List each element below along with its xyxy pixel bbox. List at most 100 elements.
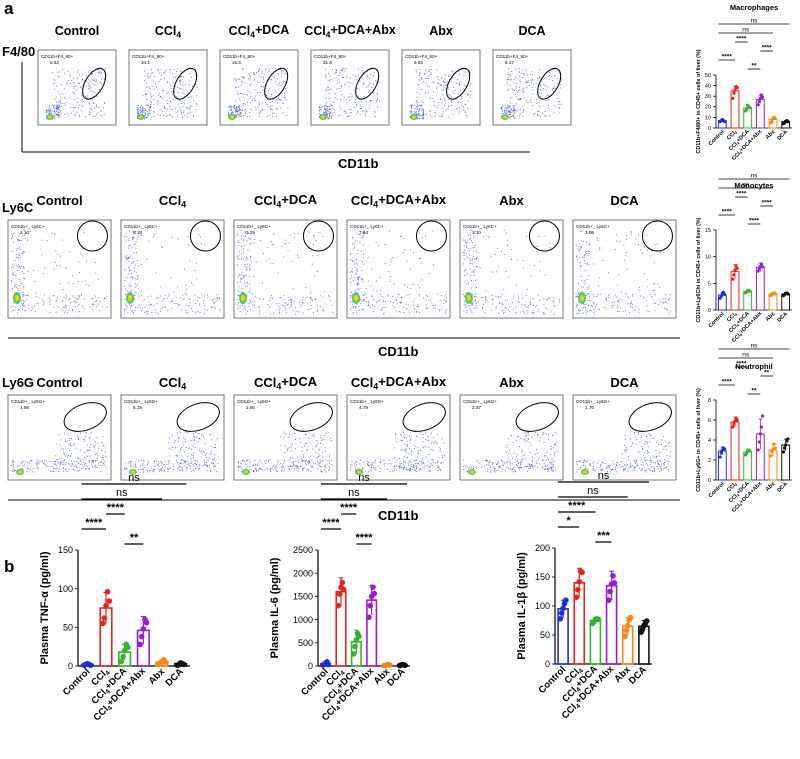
data-point [367,602,374,609]
significance-label: ** [751,63,757,70]
significance-label: ns [751,18,759,25]
gate-name: CD11b+_ Ly6G+ [576,399,610,404]
gate-name: CD11b+_ Ly6G+ [350,399,384,404]
data-point [563,597,569,603]
group-header: CCl4​+DCA+Abx [351,192,447,210]
gate-value: 6.18 [133,230,142,235]
data-point [732,91,736,95]
bar-control [557,597,569,665]
data-point [573,594,580,601]
y-tick-label: 5 [708,281,711,287]
data-point [748,289,752,293]
data-point [138,633,145,640]
panel-label-a: a [4,0,14,18]
data-point [162,659,169,665]
group-header: DCA [610,193,639,208]
bar-ccl4-dca-abx [366,584,378,667]
flow-plot: CD11b+F4_80+34.1 [128,49,208,126]
y-tick-label: 10 [705,115,711,121]
data-point [366,614,372,621]
y-axis-label: Plasma TNF-α (pg/ml) [39,551,51,664]
significance-label: ns [358,472,370,484]
chart-title: Macrophages [730,3,778,12]
significance-label: ns [751,173,759,180]
category-label: DCA [163,666,185,688]
significance-label: **** [736,36,747,43]
bar-abx [768,115,778,129]
y-tick-label: 6 [708,418,711,424]
bar-dca [781,437,791,481]
data-point [784,443,788,447]
y-tick-label: 0 [545,659,550,669]
group-header: CCl4​+DCA [254,374,318,392]
data-point [756,448,760,452]
group-header: CCl4​ [159,193,186,209]
significance-bracket: ns [718,173,790,180]
y-axis-label: Plasma IL-1β (pg/ml) [516,552,528,660]
gate-name: CD11b+_ Ly6G+ [463,399,497,404]
bar-control [717,446,727,481]
data-point [773,446,777,450]
y-tick-label: 50 [540,630,550,640]
significance-bracket: ns [718,27,773,34]
data-point [719,451,723,455]
gate-name: CD11b+_ Ly6C+ [576,224,610,229]
significance-label: ns [587,485,599,497]
data-point [770,450,774,454]
chart-title: Monocytes [734,181,773,190]
bar-dca [781,291,791,311]
data-point [781,450,786,454]
bar-ccl4-dca-abx [755,262,765,311]
data-point [627,614,634,621]
bar-ccl4 [335,577,347,667]
y-tick-label: 50 [705,73,711,79]
data-point [325,661,332,668]
significance-bracket: **** [320,517,341,530]
flow-plot: CD11b+_ Ly6G+6.19 [120,394,225,481]
y-tick-label: 10 [705,255,711,261]
category-label: Abx [147,666,168,687]
group-header: CCl4​+DCA+Abx [304,23,396,40]
bar-ccl4 [99,588,113,667]
significance-bracket: ** [124,532,144,545]
significance-bracket: ns [81,487,162,500]
x-axis-label: CD11b [338,156,379,171]
significance-bracket: *** [595,530,612,543]
y-tick-label: 4 [708,438,711,444]
category-label: DCA [776,311,789,324]
gate-name: CD11b+_ Ly6G+ [237,399,271,404]
data-point [370,584,376,590]
significance-bracket: ** [760,370,773,377]
data-point [386,662,393,668]
data-point [557,615,564,622]
significance-bracket: **** [760,45,773,52]
data-point [103,602,109,609]
gate-value: 6.63 [414,60,423,65]
flow-plot: CD11b+_ Ly6C+3.09 [572,219,677,319]
group-header: DCA [518,24,545,38]
data-point [782,446,787,450]
gate-value: 6.19 [133,405,142,410]
gate-name: CD11b+F4_80+ [405,54,438,59]
bar [589,619,602,665]
bar-control [320,659,332,668]
significance-bracket: **** [735,191,748,198]
flow-plot: CD11b+_ Ly6C+2.10 [7,219,112,319]
significance-bracket: **** [81,517,106,530]
bar-ccl4 [573,567,586,665]
data-point [733,88,737,92]
significance-bracket: ** [747,63,761,70]
y-axis-label: CD11b+Ly6G+ in CD45+ cells of liver (%) [696,388,702,492]
bar-ccl4-dca [743,448,753,481]
data-point [87,662,94,669]
significance-label: **** [722,379,733,386]
category-label: DCA [627,664,649,686]
data-point [339,579,346,586]
category-label: Abx [765,311,777,323]
y-tick-label: 0 [308,661,313,671]
data-point [773,292,777,296]
data-point [137,641,143,648]
flow-plot: CD11b+F4_80+6.63 [401,49,481,126]
